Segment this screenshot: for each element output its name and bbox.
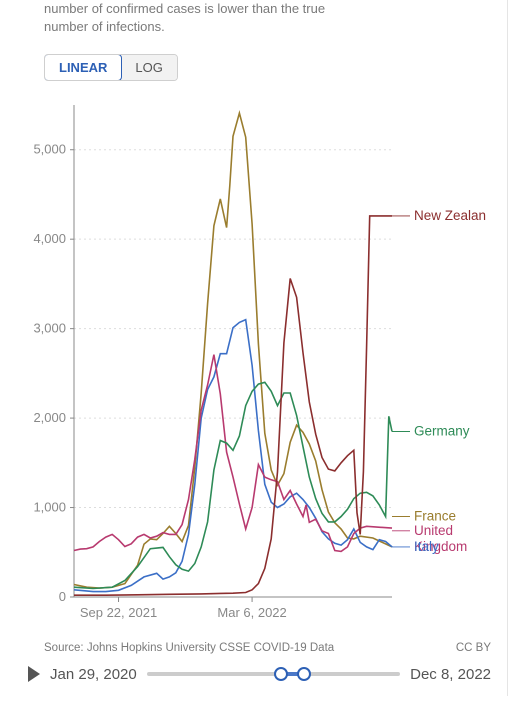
series-new-zealand <box>74 216 392 595</box>
license-text: CC BY <box>456 642 491 654</box>
svg-text:1,000: 1,000 <box>33 500 66 515</box>
series-label-germany: Germany <box>414 424 470 439</box>
series-united-kingdom <box>74 355 392 552</box>
svg-text:Sep 22, 2021: Sep 22, 2021 <box>80 605 157 620</box>
series-label-france: France <box>414 509 456 524</box>
series-germany <box>74 383 392 589</box>
play-icon[interactable] <box>28 666 40 682</box>
svg-text:3,000: 3,000 <box>33 321 66 336</box>
svg-text:5,000: 5,000 <box>33 142 66 157</box>
source-text: Source: Johns Hopkins University CSSE CO… <box>44 642 334 654</box>
svg-text:4,000: 4,000 <box>33 232 66 247</box>
scale-toggle: LINEAR LOG <box>44 54 178 81</box>
series-france <box>74 113 392 588</box>
series-italy <box>74 320 392 592</box>
timeline-control: Jan 29, 2020 Dec 8, 2022 <box>28 664 491 684</box>
svg-text:2,000: 2,000 <box>33 410 66 425</box>
log-button[interactable]: LOG <box>121 55 176 80</box>
svg-text:0: 0 <box>59 589 66 604</box>
slider-handle-start[interactable] <box>274 667 288 681</box>
line-chart: 0 1,000 2,000 3,000 4,000 5,000 Sep 22, 2021 Ma… <box>16 91 491 636</box>
linear-button[interactable]: LINEAR <box>44 54 122 81</box>
timeline-slider[interactable] <box>147 664 400 684</box>
chart-subtitle: number of confirmed cases is lower than … <box>44 0 491 36</box>
svg-text:Mar 6, 2022: Mar 6, 2022 <box>217 605 286 620</box>
slider-handle-end[interactable] <box>297 667 311 681</box>
series-label-new zealand: New Zealand <box>414 208 486 223</box>
series-label-united: United <box>414 523 453 538</box>
timeline-end-date: Dec 8, 2022 <box>410 666 491 683</box>
series-label-italy: Italy <box>414 539 439 554</box>
timeline-start-date: Jan 29, 2020 <box>50 666 137 683</box>
